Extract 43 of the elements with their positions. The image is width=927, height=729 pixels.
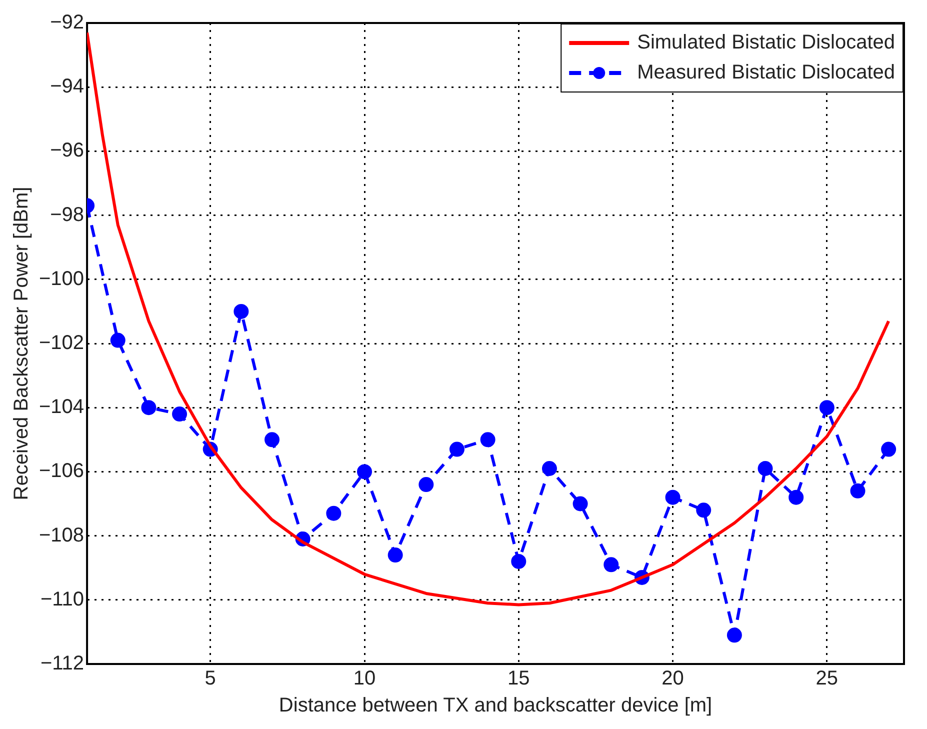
point (141, 400, 156, 416)
y-axis-title: Received Backscatter Power [dBm] (10, 186, 33, 500)
point (511, 554, 526, 569)
point (480, 432, 496, 448)
point (758, 460, 773, 476)
point (819, 400, 834, 416)
y-tick-label: −92 (50, 12, 84, 34)
x-tick-label: 15 (508, 668, 530, 690)
x-tick-label: 20 (662, 668, 684, 690)
point (110, 332, 126, 348)
point (172, 406, 188, 422)
point (542, 460, 557, 476)
point (234, 304, 249, 319)
y-tick-label: −98 (50, 204, 84, 226)
point (388, 548, 403, 563)
x-tick-label: 25 (816, 668, 838, 690)
y-tick-label: −108 (38, 524, 84, 546)
x-tick-label: 5 (204, 668, 216, 690)
y-tick-label: −94 (50, 76, 84, 98)
legend-label: Measured Bistatic Dislocated (637, 62, 895, 84)
y-tick-label: −100 (38, 268, 84, 290)
point (418, 477, 434, 492)
x-axis-title: Distance between TX and backscatter device [m] (278, 694, 712, 717)
y-tick-label: −104 (38, 396, 84, 418)
point (357, 464, 372, 480)
point (665, 490, 680, 505)
point (696, 502, 712, 518)
y-tick-label: −112 (40, 652, 84, 675)
point (726, 628, 742, 643)
y-tick-label: −106 (38, 460, 84, 482)
point (850, 483, 866, 498)
x-tick-label: 10 (353, 668, 376, 690)
y-tick-label: −102 (38, 332, 84, 354)
y-tick-label: −110 (40, 588, 84, 610)
point (264, 432, 280, 448)
point (572, 496, 588, 512)
point (881, 442, 896, 457)
point (604, 557, 619, 572)
point (449, 442, 464, 457)
point (326, 506, 342, 521)
y-tick-label: −96 (50, 140, 84, 162)
legend-label: Simulated Bistatic Dislocated (637, 32, 895, 54)
point (788, 490, 804, 505)
